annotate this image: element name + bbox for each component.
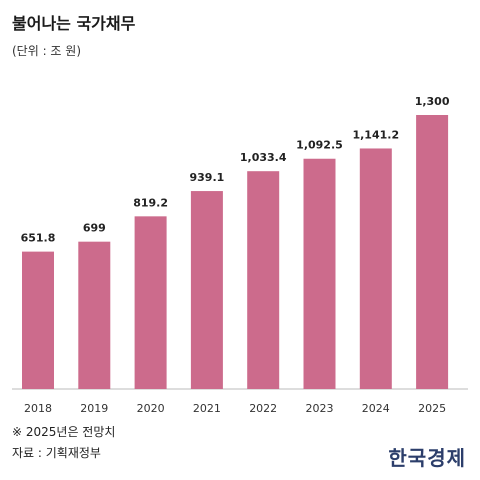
x-tick-2021: 2021 [193, 402, 221, 415]
bar-2025 [416, 115, 449, 389]
bar-2021 [190, 191, 223, 389]
value-label-2019: 699 [83, 222, 106, 235]
value-label-2025: 1,300 [415, 95, 450, 108]
bar-2022 [247, 171, 280, 389]
chart-title: 불어나는 국가채무 [12, 14, 136, 33]
bar-2020 [134, 216, 167, 389]
x-tick-2022: 2022 [249, 402, 277, 415]
forecast-note: ※ 2025년은 전망치 [12, 425, 116, 439]
bar-2023 [303, 158, 336, 389]
x-tick-2024: 2024 [362, 402, 390, 415]
value-label-2021: 939.1 [190, 171, 225, 184]
source-label: 자료 : 기획재정부 [12, 446, 101, 460]
x-tick-2020: 2020 [137, 402, 165, 415]
bars-group [22, 115, 449, 389]
bar-2019 [78, 241, 111, 389]
value-label-2020: 819.2 [133, 196, 168, 209]
x-tick-2019: 2019 [80, 402, 108, 415]
bar-2024 [359, 148, 392, 389]
value-labels-group: 651.8 699 819.2 939.1 1,033.4 1,092.5 1,141.2 1… [21, 95, 450, 245]
unit-label: (단위 : 조 원) [12, 44, 82, 58]
x-tick-2018: 2018 [24, 402, 52, 415]
value-label-2023: 1,092.5 [296, 139, 343, 152]
value-label-2024: 1,141.2 [352, 128, 399, 141]
x-tick-2025: 2025 [418, 402, 446, 415]
x-tick-2023: 2023 [306, 402, 334, 415]
publisher-logo: 한국경제 [388, 446, 466, 470]
value-label-2022: 1,033.4 [240, 151, 287, 164]
bar-2018 [22, 251, 54, 389]
x-tick-labels-group: 2018 2019 2020 2021 2022 2023 2024 2025 [24, 402, 446, 415]
value-label-2018: 651.8 [21, 232, 56, 245]
